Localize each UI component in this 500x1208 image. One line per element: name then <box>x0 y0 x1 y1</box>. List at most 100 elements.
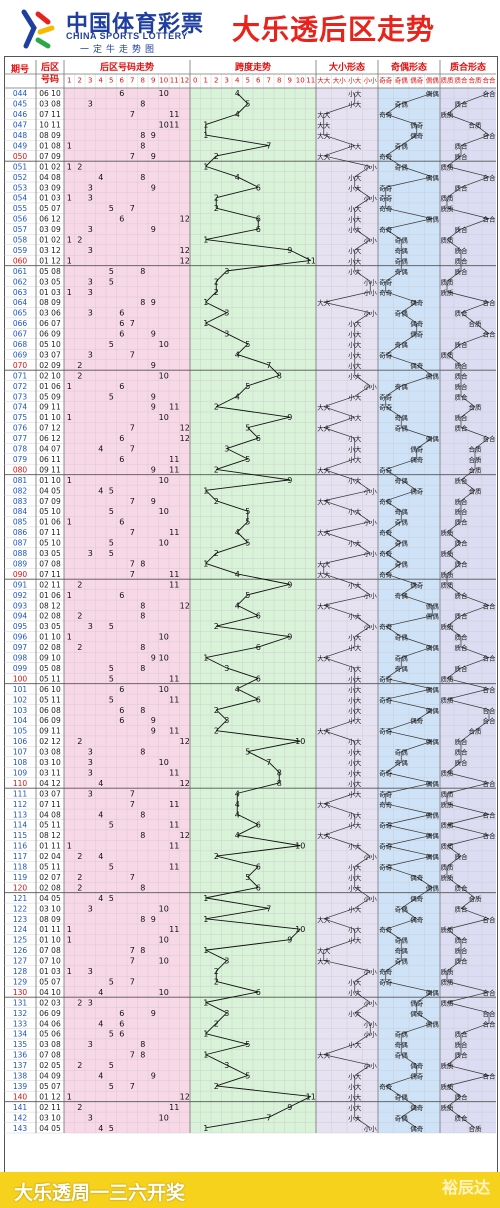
number-trend-mark: 2 <box>77 737 82 746</box>
prime-composite-value: 质质 <box>441 873 455 882</box>
span-value: 6 <box>256 695 261 704</box>
number-trend-mark: 9 <box>151 152 156 161</box>
issue-number: 127 <box>13 957 28 966</box>
prime-segment <box>446 824 490 836</box>
prime-composite-value: 质合 <box>455 100 469 109</box>
prime-composite-value: 质合 <box>455 392 469 401</box>
prime-segment <box>460 1117 476 1129</box>
big-small-value: 小大 <box>348 748 362 757</box>
number-trend-mark: 11 <box>169 580 179 589</box>
prime-composite-value: 质合 <box>455 256 469 265</box>
issue-number: 081 <box>13 476 28 485</box>
span-value: 4 <box>235 601 240 610</box>
logo-english-name: CHINA SPORTS LOTTERY <box>66 31 188 41</box>
number-trend-mark: 9 <box>151 1072 156 1081</box>
issue-number: 102 <box>13 695 28 704</box>
odd-even-value: 奇奇 <box>379 967 393 976</box>
big-small-value: 小大 <box>348 873 362 882</box>
number-trend-mark: 6 <box>119 1030 124 1039</box>
big-small-segment <box>323 395 355 408</box>
span-value: 8 <box>277 779 282 788</box>
big-small-segment <box>354 186 371 199</box>
span-trend-segment <box>215 719 228 731</box>
big-small-segment <box>354 228 371 240</box>
span-value: 2 <box>214 204 219 213</box>
big-small-segment <box>354 270 371 282</box>
number-trend-mark: 2 <box>77 643 82 652</box>
number-trend-mark: 4 <box>98 810 103 819</box>
number-trend-mark: 9 <box>151 183 156 192</box>
issue-number: 142 <box>13 1113 28 1122</box>
number-trend-mark: 9 <box>151 330 156 339</box>
span-trend-segment <box>289 249 311 261</box>
prime-segment <box>460 301 490 314</box>
prime-composite-value: 合合 <box>483 131 497 140</box>
number-trend-mark: 7 <box>130 445 135 454</box>
number-trend-mark: 11 <box>169 768 179 777</box>
span-value: 1 <box>203 131 208 140</box>
big-small-value: 大大 <box>317 403 331 412</box>
number-trend-mark: 8 <box>140 173 145 182</box>
prime-composite-value: 质质 <box>441 580 455 589</box>
big-small-segment <box>354 375 371 387</box>
span-trend-segment <box>258 636 290 648</box>
number-trend-mark: 6 <box>119 455 124 464</box>
big-small-segment <box>323 458 355 470</box>
span-trend-segment <box>205 991 259 1003</box>
odd-even-value: 奇奇 <box>379 863 393 872</box>
big-small-segment <box>323 1054 371 1066</box>
odd-even-value: 奇偶 <box>395 1092 409 1101</box>
issue-number: 085 <box>13 518 28 527</box>
span-trend-segment <box>237 176 259 188</box>
number-trend-mark: 3 <box>88 758 93 767</box>
back-zone-numbers: 02 03 <box>39 998 61 1007</box>
back-zone-numbers: 07 12 <box>39 424 61 433</box>
span-trend-segment <box>226 1064 248 1076</box>
odd-even-value: 奇偶 <box>395 256 409 265</box>
number-trend-mark: 2 <box>77 612 82 621</box>
prime-composite-value: 质质 <box>441 528 455 537</box>
span-trend-segment <box>205 1116 269 1129</box>
span-trend-segment <box>216 615 259 627</box>
odd-even-line-group <box>385 92 433 1129</box>
odd-even-segment <box>401 594 433 606</box>
lottery-logo-icon <box>21 9 55 49</box>
big-small-value: 小大 <box>348 695 362 704</box>
number-trend-mark: 11 <box>169 110 179 119</box>
big-small-value: 大大 <box>317 727 331 736</box>
number-trend-mark: 6 <box>119 319 124 328</box>
prime-composite-value: 合质 <box>469 894 483 903</box>
span-value: 2 <box>214 288 219 297</box>
number-trend-mark: 4 <box>98 173 103 182</box>
span-trend-segment <box>205 155 217 167</box>
back-zone-numbers: 02 08 <box>39 883 61 892</box>
big-small-value: 小大 <box>348 633 362 642</box>
span-value: 4 <box>235 89 240 98</box>
odd-even-value: 奇偶 <box>395 476 409 485</box>
big-small-value: 小小 <box>364 236 378 245</box>
big-small-value: 小大 <box>348 89 362 98</box>
span-trend-segment <box>216 625 290 638</box>
odd-even-value: 偶奇 <box>410 330 424 339</box>
back-zone-numbers: 04 05 <box>39 1124 61 1133</box>
prime-composite-value: 质合 <box>455 664 469 673</box>
span-value: 3 <box>224 445 229 454</box>
number-trend-mark: 1 <box>67 476 72 485</box>
number-trend-mark: 12 <box>180 424 190 433</box>
prime-composite-value: 质质 <box>441 998 455 1007</box>
prime-composite-value: 合合 <box>483 915 497 924</box>
big-small-sub-label: 小小 <box>364 76 378 85</box>
number-trend-mark: 4 <box>98 486 103 495</box>
number-trend-mark: 5 <box>109 1124 114 1133</box>
odd-even-value: 奇偶 <box>395 309 409 318</box>
odd-even-segment <box>401 740 433 752</box>
big-small-value: 小小 <box>364 894 378 903</box>
issue-number: 083 <box>13 497 28 506</box>
number-trend-mark: 6 <box>119 591 124 600</box>
number-tick-label: 1 <box>67 77 71 85</box>
big-small-value: 小小 <box>364 1030 378 1039</box>
odd-even-value: 奇偶 <box>395 936 409 945</box>
prime-composite-value: 合合 <box>483 654 497 663</box>
span-trend-segment <box>247 876 259 888</box>
